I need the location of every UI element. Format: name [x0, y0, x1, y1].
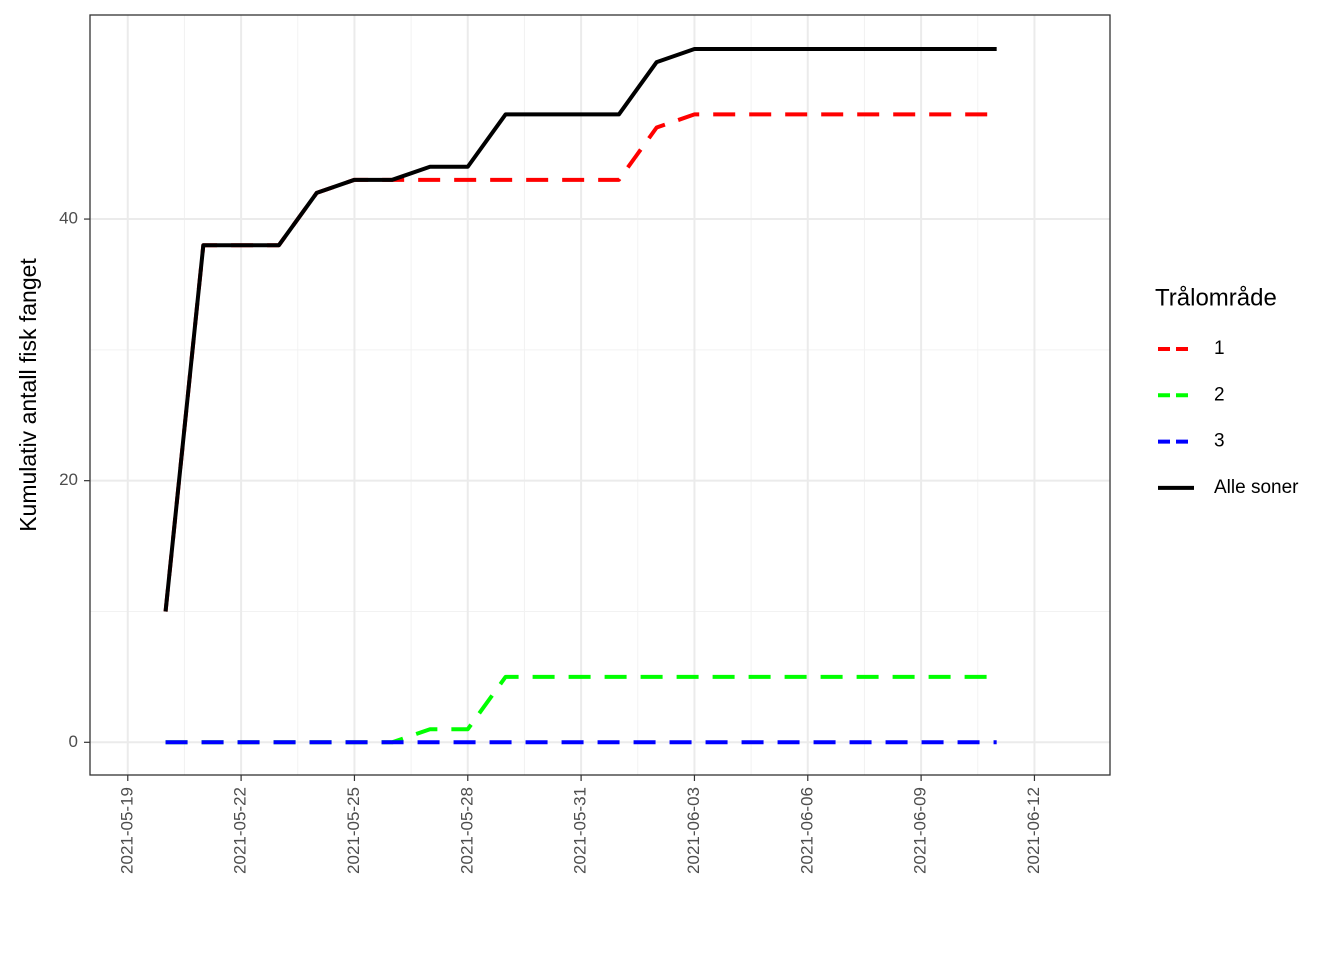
panel-border [89, 14, 1111, 776]
x-tick-label: 2021-05-28 [457, 787, 476, 874]
x-tick-label: 2021-06-03 [684, 787, 703, 874]
legend-label: 1 [1214, 338, 1225, 359]
legend-label: 3 [1214, 431, 1225, 452]
x-tick-label: 2021-06-06 [797, 787, 816, 874]
series-line [165, 674, 997, 745]
y-tick-label: 40 [59, 209, 78, 228]
series-line [163, 47, 997, 612]
x-tick-label: 2021-06-12 [1024, 787, 1043, 874]
legend-label: 2 [1214, 384, 1225, 405]
legend-title: Trålområde [1155, 284, 1277, 311]
x-tick-label: 2021-05-25 [344, 787, 363, 874]
x-tick-label: 2021-06-09 [911, 787, 930, 874]
legend-label: Alle soner [1214, 477, 1299, 498]
panel-background [90, 15, 1110, 775]
x-tick-label: 2021-05-31 [571, 787, 590, 874]
y-axis-title: Kumulativ antall fisk fanget [15, 258, 41, 532]
y-tick-label: 0 [69, 732, 78, 751]
x-tick-label: 2021-05-22 [231, 787, 250, 874]
x-tick-label: 2021-05-19 [117, 787, 136, 874]
y-tick-label: 20 [59, 470, 78, 489]
